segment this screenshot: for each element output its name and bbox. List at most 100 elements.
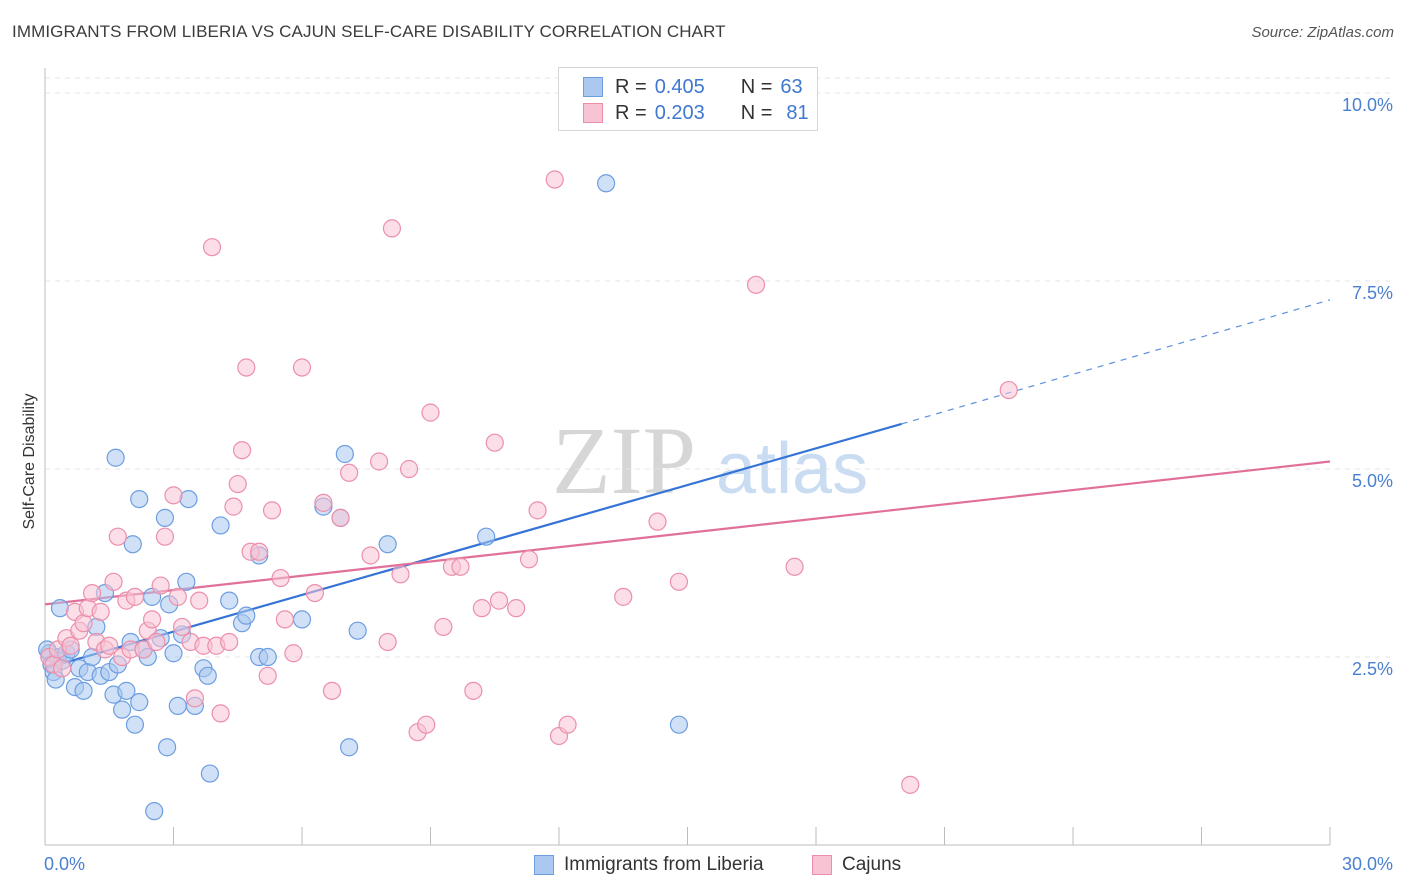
bottom-legend-cajuns: Cajuns: [812, 852, 901, 878]
data-point: [74, 614, 93, 633]
correlation-legend: R = 0.405 N = 63 R = 0.203 N = 81: [558, 67, 818, 131]
data-point: [211, 516, 230, 535]
data-point: [648, 512, 667, 531]
legend-swatch-cajuns: [583, 103, 603, 123]
legend-r-label: R =: [615, 75, 647, 98]
data-point: [370, 452, 389, 471]
data-point: [434, 617, 453, 637]
data-point: [198, 666, 217, 685]
data-point: [108, 527, 127, 546]
data-point: [348, 621, 367, 640]
data-point: [130, 693, 149, 712]
data-point: [258, 666, 277, 685]
data-point: [746, 275, 766, 294]
data-point: [421, 403, 440, 422]
legend-n-label: N =: [740, 75, 773, 98]
axes: [44, 68, 1331, 846]
data-point: [237, 606, 256, 625]
data-point: [155, 527, 175, 546]
data-point: [123, 535, 142, 554]
data-point: [164, 486, 183, 505]
data-point: [185, 689, 205, 708]
data-point: [262, 501, 282, 520]
data-point: [519, 550, 539, 569]
y-tick-label: 2.5%: [1352, 659, 1393, 679]
data-point: [305, 583, 324, 603]
data-point: [331, 508, 350, 527]
data-point: [999, 380, 1018, 400]
data-point: [172, 617, 192, 637]
data-point: [292, 610, 312, 629]
y-tick-label: 7.5%: [1352, 283, 1393, 303]
data-point: [106, 448, 125, 467]
data-point: [202, 238, 222, 257]
source-label: Source: ZipAtlas.com: [1251, 24, 1394, 41]
data-point: [104, 572, 123, 591]
data-point: [61, 636, 80, 655]
y-tick-label: 5.0%: [1352, 471, 1393, 491]
data-point: [220, 591, 239, 610]
data-point: [477, 527, 496, 546]
data-point: [322, 681, 342, 700]
y-tick-label: 10.0%: [1342, 95, 1393, 115]
bottom-legend-label-cajuns: Cajuns: [842, 854, 902, 875]
data-point: [284, 644, 303, 663]
data-point: [335, 444, 354, 464]
trend-line-extension: [901, 299, 1331, 425]
data-point: [417, 715, 436, 734]
legend-swatch-liberia: [583, 77, 603, 97]
x-tick-label: 0.0%: [44, 854, 85, 874]
data-point: [151, 576, 170, 595]
data-point: [224, 497, 243, 516]
data-point: [228, 474, 247, 494]
data-point: [117, 681, 136, 700]
data-point: [112, 700, 132, 719]
data-point: [100, 636, 119, 655]
data-point: [83, 583, 102, 603]
data-point: [489, 591, 509, 610]
data-point: [507, 599, 526, 618]
data-point: [258, 647, 277, 667]
data-point: [237, 358, 256, 377]
data-point: [361, 546, 380, 565]
data-point: [378, 632, 397, 652]
data-point: [669, 715, 689, 734]
data-point: [157, 738, 177, 757]
data-point: [164, 644, 183, 663]
chart-title: IMMIGRANTS FROM LIBERIA VS CAJUN SELF-CA…: [12, 22, 726, 41]
data-point: [614, 587, 633, 606]
data-point: [53, 659, 72, 678]
data-point: [399, 459, 419, 479]
data-point: [472, 599, 491, 618]
legend-r-value: 0.405: [654, 75, 705, 98]
data-point: [378, 535, 397, 554]
data-point: [382, 219, 402, 238]
data-point: [145, 802, 164, 821]
data-point: [179, 489, 198, 509]
data-point: [177, 572, 196, 591]
data-point: [130, 489, 149, 509]
data-point: [232, 441, 252, 460]
data-point: [142, 610, 162, 629]
data-point: [74, 681, 93, 700]
legend-row-liberia: R = 0.405 N = 63: [583, 74, 803, 100]
legend-r-label: R =: [615, 101, 647, 124]
legend-row-cajuns: R = 0.203 N = 81: [583, 100, 809, 126]
data-point: [155, 508, 175, 527]
data-point: [91, 602, 110, 621]
data-point: [168, 696, 187, 715]
watermark: ZIP atlas: [552, 407, 868, 514]
legend-r-value: 0.203: [654, 101, 705, 124]
data-point: [901, 775, 920, 794]
bottom-legend-swatch-cajuns: [812, 855, 832, 875]
y-axis-title: Self-Care Disability: [21, 393, 38, 529]
data-point: [785, 557, 804, 576]
data-point: [391, 565, 410, 584]
data-point: [669, 572, 689, 591]
data-point: [147, 632, 166, 652]
legend-n-label: N =: [740, 101, 773, 124]
bottom-legend-swatch-liberia: [534, 855, 554, 875]
data-point: [597, 174, 616, 193]
data-point: [528, 501, 547, 520]
